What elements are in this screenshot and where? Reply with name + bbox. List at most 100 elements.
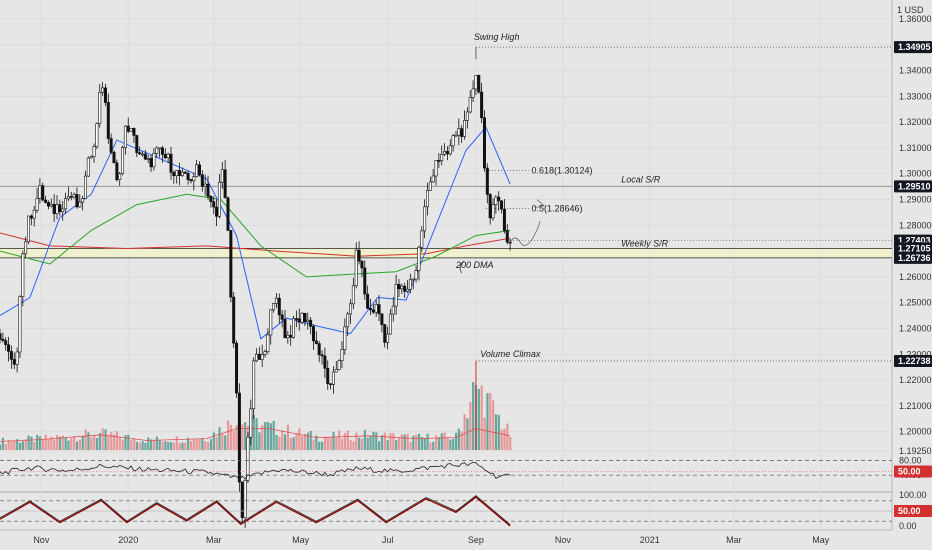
price-tick-label: 1.29000 bbox=[899, 194, 932, 204]
volume-bar bbox=[224, 435, 227, 450]
volume-bar bbox=[349, 440, 352, 450]
volume-bar bbox=[378, 441, 381, 450]
time-tick-label: Mar bbox=[726, 535, 742, 545]
volume-bar bbox=[21, 441, 24, 450]
candle-body bbox=[485, 167, 489, 195]
volume-bar bbox=[38, 436, 42, 450]
volume-bar bbox=[477, 388, 480, 450]
volume-bar bbox=[178, 443, 181, 450]
volume-bar bbox=[152, 440, 156, 450]
volume-bar bbox=[469, 401, 472, 450]
candle-body bbox=[160, 147, 164, 155]
candle-body bbox=[18, 296, 22, 353]
candle-body bbox=[303, 312, 307, 322]
time-tick-label: 2021 bbox=[640, 535, 660, 545]
time-axis[interactable]: Nov 2020 Mar May Jul Sep Nov 2021 Mar May bbox=[33, 535, 829, 545]
volume-bar bbox=[420, 436, 423, 450]
candle-body bbox=[83, 175, 87, 199]
volume-bar bbox=[286, 424, 290, 450]
time-tick-label: Sep bbox=[468, 535, 484, 545]
candle-body bbox=[331, 371, 335, 385]
volume-bar bbox=[454, 432, 458, 450]
price-tick-label: 1.32000 bbox=[899, 117, 932, 127]
candle-body bbox=[280, 314, 284, 320]
volume-bar bbox=[346, 430, 349, 450]
candle-body bbox=[420, 230, 424, 248]
volume-bar bbox=[412, 435, 415, 450]
time-tick-label: Mar bbox=[206, 535, 222, 545]
volume-bar bbox=[426, 433, 429, 450]
candle-body bbox=[203, 183, 207, 187]
candle-body bbox=[112, 152, 116, 164]
candle-body bbox=[58, 204, 62, 212]
volume-bar bbox=[315, 435, 318, 450]
candle-body bbox=[314, 340, 318, 344]
volume-bar bbox=[375, 432, 378, 450]
candle-body bbox=[414, 270, 418, 280]
candle-body bbox=[394, 284, 398, 307]
sr-zones bbox=[0, 248, 892, 258]
volume-bar bbox=[435, 435, 438, 450]
time-tick-label: Nov bbox=[33, 535, 50, 545]
candle-body bbox=[502, 208, 506, 231]
candle-body bbox=[249, 408, 253, 438]
candle-body bbox=[64, 198, 68, 210]
level-lines bbox=[0, 46, 892, 450]
volume-bar bbox=[423, 437, 426, 450]
candle-body bbox=[72, 194, 76, 198]
volume-bar bbox=[147, 437, 150, 450]
rsi-mid-badge: 50.00 bbox=[898, 467, 921, 477]
volume-bar bbox=[107, 435, 110, 450]
candle-body bbox=[189, 179, 193, 182]
volume-bar bbox=[36, 434, 39, 450]
time-tick-label: May bbox=[292, 535, 310, 545]
volume-bar bbox=[93, 435, 96, 450]
time-tick-label: 2020 bbox=[118, 535, 138, 545]
candle-body bbox=[363, 267, 367, 295]
volume-bar bbox=[383, 432, 386, 450]
candle-body bbox=[274, 297, 278, 304]
candle-body bbox=[425, 190, 429, 208]
candle-body bbox=[0, 333, 2, 340]
volume-bar bbox=[47, 438, 50, 450]
candle-body bbox=[243, 480, 247, 518]
candle-body bbox=[41, 185, 45, 201]
candle-body bbox=[411, 278, 415, 281]
volume-bar bbox=[397, 437, 401, 450]
volume-bar bbox=[161, 441, 164, 450]
volume-bar bbox=[169, 442, 173, 450]
volume-bar bbox=[221, 433, 224, 450]
volume-bar bbox=[232, 431, 235, 450]
annotations: Swing High 0.618(1.30124) 0.5(1.28646) Loca… bbox=[455, 32, 669, 359]
candle-body bbox=[143, 153, 147, 160]
volume-bar bbox=[101, 428, 104, 450]
candle-body bbox=[75, 194, 79, 208]
volume-bar bbox=[358, 437, 361, 450]
volume-bar bbox=[229, 424, 233, 450]
volume-bar bbox=[67, 440, 70, 450]
ma200-line bbox=[0, 232, 511, 257]
candle-body bbox=[323, 355, 327, 369]
rsi-pane bbox=[0, 460, 892, 481]
candle-body bbox=[300, 312, 304, 323]
candle-body bbox=[326, 368, 330, 384]
volume-bar bbox=[118, 436, 121, 450]
volume-bar bbox=[417, 433, 421, 450]
candle-body bbox=[197, 164, 201, 176]
price-tick-label: 1.28000 bbox=[899, 220, 932, 230]
volume-bar bbox=[70, 438, 73, 450]
candle-body bbox=[428, 181, 432, 191]
fib-50-label: 0.5(1.28646) bbox=[531, 204, 582, 214]
volume-bar bbox=[492, 400, 495, 450]
candle-body bbox=[209, 196, 213, 202]
volume-bar bbox=[392, 433, 395, 450]
volume-bar bbox=[258, 432, 261, 450]
price-tick-label: 1.22000 bbox=[899, 375, 932, 385]
candle-body bbox=[448, 145, 452, 155]
volume-bar bbox=[432, 441, 435, 450]
candle-body bbox=[343, 326, 347, 350]
volume-bar bbox=[321, 441, 324, 450]
volume-bar bbox=[18, 442, 22, 450]
